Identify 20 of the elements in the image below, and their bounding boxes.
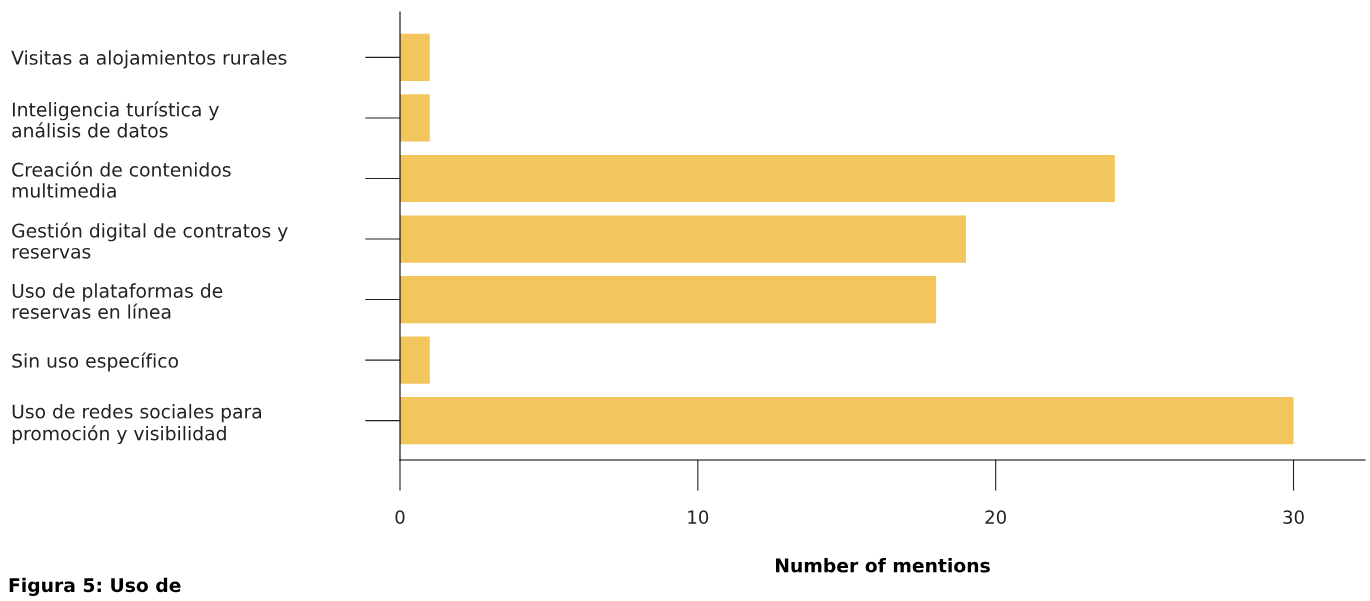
y-tick-label: Creación de contenidos multimedia: [12, 161, 231, 198]
bar: [400, 215, 966, 263]
text: Figura 5: Uso de: [9, 577, 181, 596]
x-tick-label: 30: [1283, 510, 1304, 524]
bar: [400, 33, 430, 82]
y-tick-label: Sin uso específico: [12, 352, 178, 372]
y-tick-label: Gestión digital de contratos y reservas: [12, 222, 288, 259]
x-tick-label: 0: [395, 510, 405, 524]
x-tick-label: 10: [688, 510, 709, 524]
bar: [400, 154, 1115, 203]
y-tick-label: Uso de redes sociales para promoción y visibilidad: [12, 404, 262, 445]
bar: [400, 275, 937, 324]
y-tick-label: Inteligencia turística y análisis de datos: [12, 101, 219, 138]
bar: [400, 397, 1294, 445]
x-tick-label: 20: [985, 510, 1006, 524]
x-axis-title: Number of mentions: [776, 558, 990, 573]
bar: [400, 336, 430, 384]
y-tick-label: Uso de plataformas de reservas en línea: [12, 283, 223, 319]
y-tick-label: Visitas a alojamientos rurales: [11, 50, 287, 69]
bar: [400, 94, 430, 142]
